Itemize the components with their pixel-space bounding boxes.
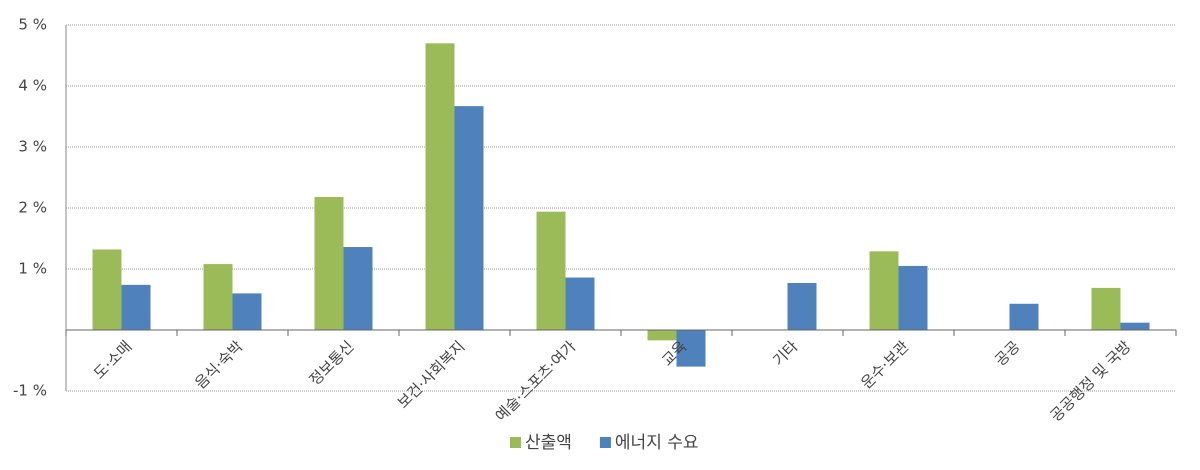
bar — [536, 211, 566, 330]
bar — [454, 106, 484, 330]
bar — [647, 330, 677, 341]
bar — [343, 247, 373, 330]
bar — [898, 265, 928, 330]
legend-swatch — [510, 437, 521, 448]
bar — [203, 264, 233, 330]
x-tick-label: 음식·숙박 — [191, 337, 246, 392]
bar — [1009, 303, 1039, 330]
bar — [565, 277, 595, 330]
x-tick-label: 예술·스포츠·여가 — [492, 337, 580, 425]
bar — [232, 293, 262, 330]
legend-label: 에너지 수요 — [615, 433, 699, 453]
bar — [869, 251, 899, 330]
legend-label: 산출액 — [525, 433, 572, 453]
y-tick-label: 2 % — [18, 199, 47, 217]
x-tick-label: 공공행정 및 국방 — [1047, 337, 1135, 425]
x-tick-label: 정보통신 — [306, 337, 358, 389]
x-tick-label: 기타 — [769, 337, 801, 369]
y-tick-label: 1 % — [18, 260, 47, 278]
bar — [787, 283, 817, 330]
x-tick-label: 공공 — [991, 337, 1023, 369]
y-tick-label: 4 % — [18, 77, 47, 95]
x-tick-label: 도·소매 — [90, 337, 135, 382]
x-tick-label: 운수·보관 — [857, 337, 912, 392]
bar — [425, 43, 455, 331]
bar — [1120, 322, 1150, 330]
x-tick-label: 보건·사회복지 — [394, 337, 469, 412]
bar — [1091, 287, 1121, 330]
bar — [314, 197, 344, 330]
y-tick-label: 3 % — [18, 138, 47, 156]
y-tick-label: 5 % — [18, 16, 47, 34]
bar — [676, 330, 706, 367]
bar — [92, 249, 122, 330]
bar — [121, 284, 151, 330]
legend-swatch — [599, 437, 611, 448]
y-tick-label: -1 % — [13, 382, 47, 400]
